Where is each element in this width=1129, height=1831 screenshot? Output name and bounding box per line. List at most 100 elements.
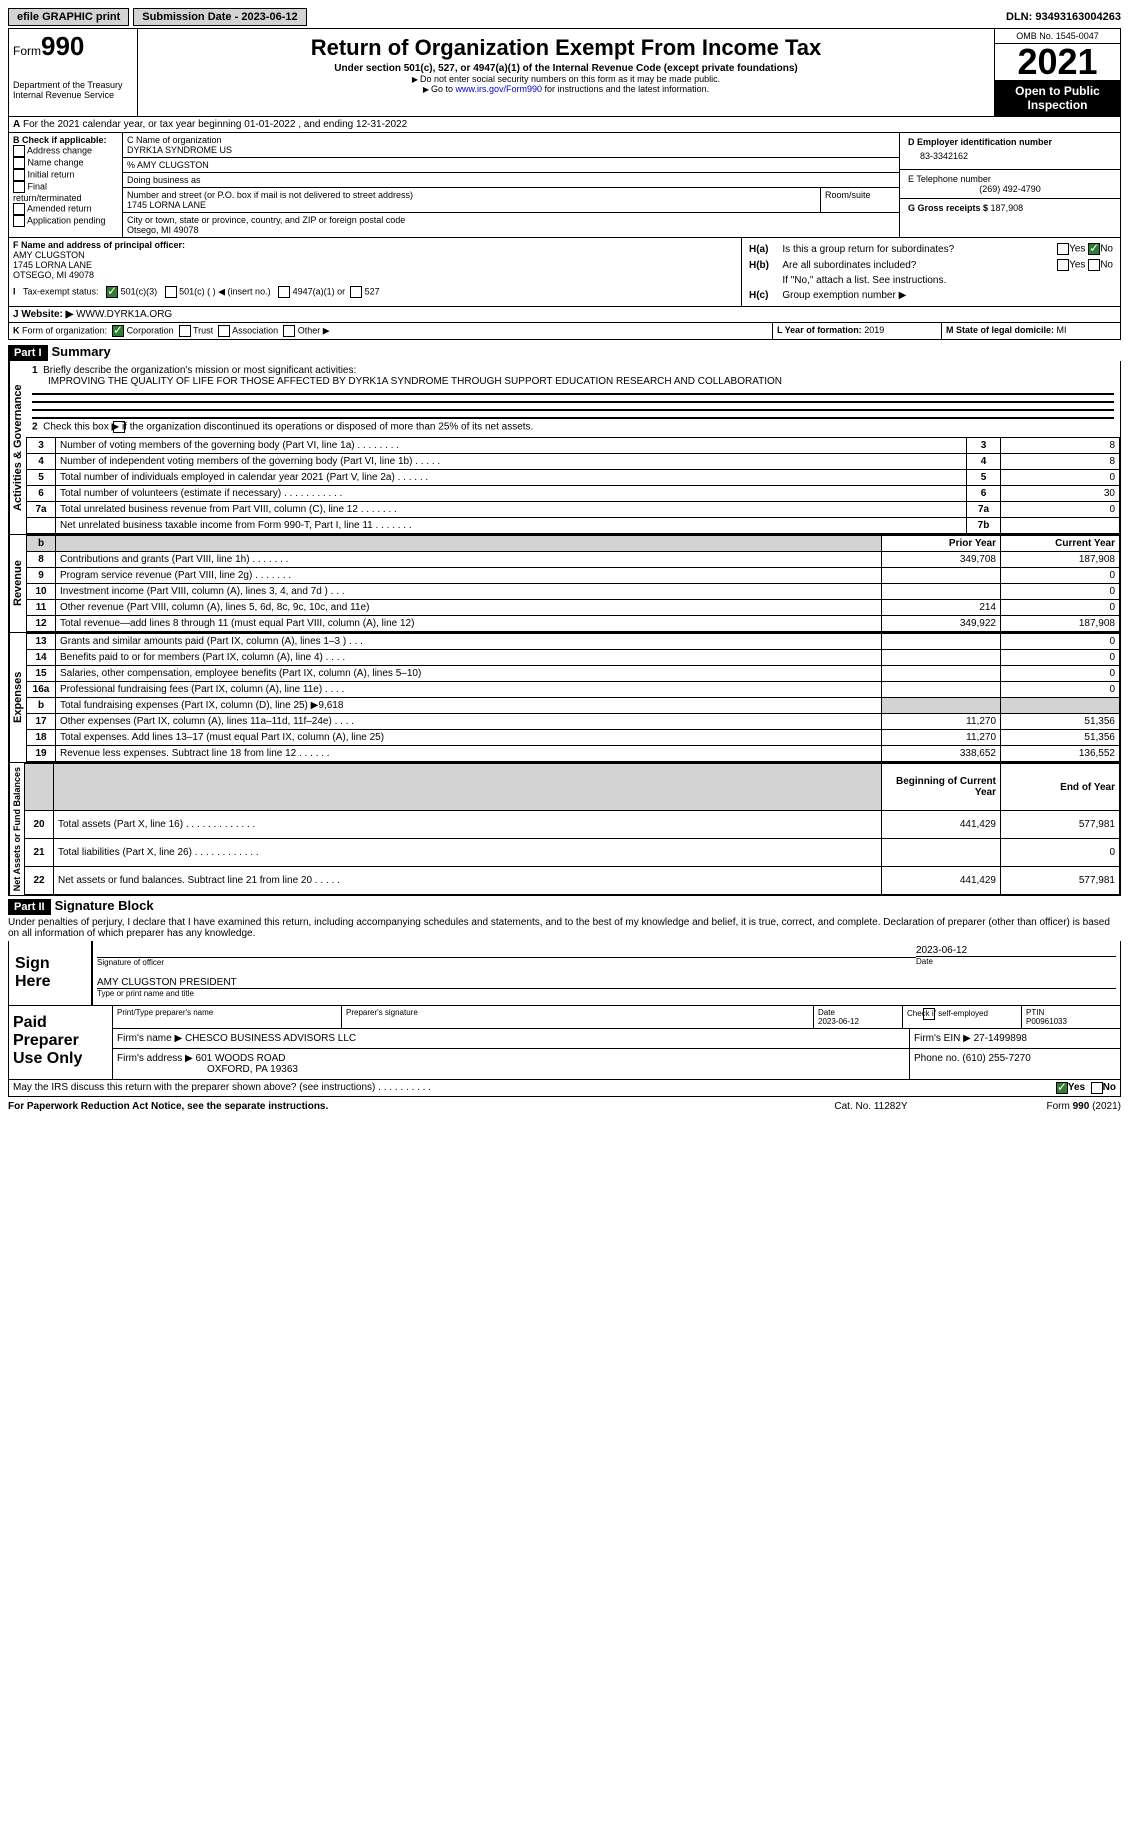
date-label: Date [916, 957, 1116, 967]
sig-label: Signature of officer [97, 957, 916, 967]
psig-label: Preparer's signature [342, 1006, 814, 1028]
section-b: B Check if applicable: Address change Na… [9, 133, 123, 237]
cb-initialreturn[interactable] [13, 169, 25, 181]
state-domicile: MI [1057, 325, 1067, 335]
mission-text: IMPROVING THE QUALITY OF LIFE FOR THOSE … [32, 376, 782, 387]
line-a: A For the 2021 calendar year, or tax yea… [8, 117, 1121, 133]
form-subtitle: Under section 501(c), 527, or 4947(a)(1)… [142, 63, 990, 74]
form-title: Return of Organization Exempt From Incom… [142, 35, 990, 61]
name-label: Type or print name and title [97, 989, 1116, 998]
g-label: G Gross receipts $ [908, 203, 991, 213]
hc-label: Group exemption number ▶ [781, 289, 1114, 302]
sign-date: 2023-06-12 [916, 945, 1116, 957]
city-state-zip: Otsego, MI 49078 [127, 225, 199, 235]
cb-501c[interactable] [165, 286, 177, 298]
footer-left: For Paperwork Reduction Act Notice, see … [8, 1101, 771, 1112]
ha-yes[interactable] [1057, 243, 1069, 255]
c-label: C Name of organization [127, 135, 222, 145]
room-label: Room/suite [821, 188, 899, 212]
mission-label: Briefly describe the organization's miss… [43, 365, 356, 376]
discuss-no[interactable] [1091, 1082, 1103, 1094]
form-header: Form990 Department of the Treasury Inter… [8, 28, 1121, 117]
ha-no[interactable] [1088, 243, 1100, 255]
pdate: 2023-06-12 [818, 1017, 859, 1026]
part2-title: Signature Block [55, 898, 154, 913]
open-inspection: Open to Public Inspection [995, 80, 1120, 116]
rev-label: Revenue [9, 535, 26, 632]
ssn-note: Do not enter social security numbers on … [142, 74, 990, 84]
irs-link[interactable]: www.irs.gov/Form990 [456, 84, 543, 94]
gov-label: Activities & Governance [9, 361, 26, 534]
submission-date: Submission Date - 2023-06-12 [133, 8, 306, 26]
dba-label: Doing business as [123, 173, 899, 188]
cb-namechange[interactable] [13, 157, 25, 169]
check-self: Check if self-employed [903, 1006, 1022, 1028]
discuss-yes[interactable] [1056, 1082, 1068, 1094]
part1-bar: Part I [8, 345, 48, 361]
expenses-table: 13Grants and similar amounts paid (Part … [26, 633, 1120, 762]
e-label: E Telephone number [908, 174, 991, 184]
hb-no[interactable] [1088, 259, 1100, 271]
penalty-text: Under penalties of perjury, I declare th… [8, 915, 1121, 941]
footer-right: Form 990 (2021) [971, 1101, 1121, 1112]
line-j: J Website: ▶ WWW.DYRK1A.ORG [8, 307, 1121, 323]
org-name: DYRK1A SYNDROME US [127, 145, 232, 155]
firm-ein: 27-1499898 [971, 1033, 1027, 1044]
ein: 83-3342162 [908, 147, 1112, 165]
hb-yes[interactable] [1057, 259, 1069, 271]
sign-here-label: Sign Here [9, 941, 91, 1005]
revenue-table: bPrior YearCurrent Year8Contributions an… [26, 535, 1120, 632]
firm-addr2: OXFORD, PA 19363 [117, 1064, 905, 1075]
cb-applicationpending[interactable] [13, 215, 25, 227]
dept-label: Department of the Treasury Internal Reve… [13, 80, 133, 100]
cb-amendedreturn[interactable] [13, 203, 25, 215]
governance-table: 3Number of voting members of the governi… [26, 437, 1120, 534]
netassets-table: Beginning of Current YearEnd of Year20To… [24, 763, 1120, 895]
officer-name: AMY CLUGSTON [13, 250, 85, 260]
part2-bar: Part II [8, 899, 51, 915]
hb-label: Are all subordinates included? [781, 258, 1029, 272]
ha-label: Is this a group return for subordinates? [781, 242, 1029, 256]
cb-501c3[interactable] [106, 286, 118, 298]
cb-assoc[interactable] [218, 325, 230, 337]
part1-title: Summary [52, 344, 111, 359]
net-label: Net Assets or Fund Balances [9, 763, 24, 895]
form-number: Form990 [13, 31, 133, 62]
signer-name: AMY CLUGSTON PRESIDENT [97, 977, 1116, 989]
ptin: P00961033 [1026, 1017, 1067, 1026]
f-label: F Name and address of principal officer: [13, 240, 185, 250]
top-toolbar: efile GRAPHIC print Submission Date - 20… [8, 8, 1121, 26]
cb-other[interactable] [283, 325, 295, 337]
firm-phone: (610) 255-7270 [962, 1053, 1030, 1064]
care-of: % AMY CLUGSTON [123, 158, 899, 173]
firm-name: CHESCO BUSINESS ADVISORS LLC [182, 1033, 356, 1044]
paid-preparer-label: Paid Preparer Use Only [9, 1006, 112, 1079]
cb-527[interactable] [350, 286, 362, 298]
d-label: D Employer identification number [908, 137, 1052, 147]
cb-corp[interactable] [112, 325, 124, 337]
tax-year: 2021 [995, 44, 1120, 80]
goto-note: Go to www.irs.gov/Form990 for instructio… [142, 84, 990, 94]
pname-label: Print/Type preparer's name [113, 1006, 342, 1028]
cb-finalreturnterminated[interactable] [13, 181, 25, 193]
gross-receipts: 187,908 [991, 203, 1024, 213]
cb-discontinued[interactable] [113, 421, 125, 433]
cb-addresschange[interactable] [13, 145, 25, 157]
officer-addr: 1745 LORNA LANE [13, 260, 92, 270]
street-address: 1745 LORNA LANE [127, 200, 206, 210]
exp-label: Expenses [9, 633, 26, 762]
efile-button[interactable]: efile GRAPHIC print [8, 8, 129, 26]
footer-cat: Cat. No. 11282Y [771, 1101, 971, 1112]
dln: DLN: 93493163004263 [1006, 11, 1121, 23]
firm-addr: 601 WOODS ROAD [193, 1053, 286, 1064]
city-label: City or town, state or province, country… [127, 215, 405, 225]
discuss-text: May the IRS discuss this return with the… [13, 1082, 1056, 1094]
addr-label: Number and street (or P.O. box if mail i… [127, 190, 413, 200]
cb-trust[interactable] [179, 325, 191, 337]
cb-4947[interactable] [278, 286, 290, 298]
phone: (269) 492-4790 [908, 184, 1112, 194]
year-formation: 2019 [864, 325, 884, 335]
hb-note: If "No," attach a list. See instructions… [781, 274, 1114, 287]
officer-city: OTSEGO, MI 49078 [13, 270, 94, 280]
cb-selfemployed[interactable] [923, 1008, 935, 1020]
